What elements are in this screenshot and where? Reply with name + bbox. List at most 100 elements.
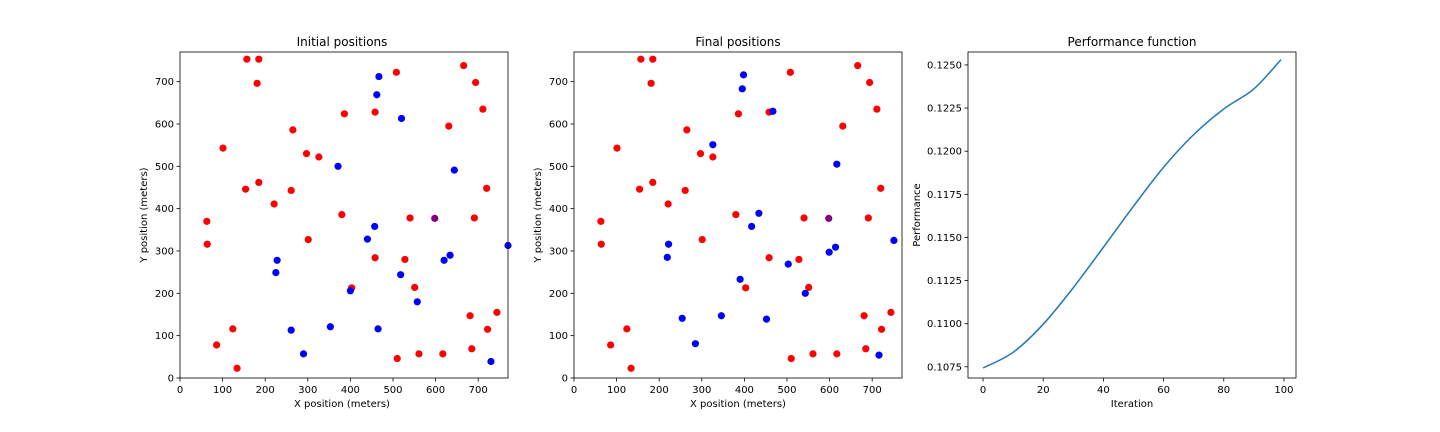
blue-point (833, 160, 841, 168)
x-tick-label: 40 (1097, 385, 1110, 396)
x-tick-label: 200 (256, 385, 275, 396)
y-tick-label: 700 (155, 77, 174, 88)
red-point (623, 325, 631, 333)
y-tick-label: 0.1075 (927, 362, 962, 373)
ticks-group: 0 20 40 60 80 100 0.1075 0.1100 0.1125 0.1150 0.11… (927, 60, 1294, 396)
red-point (203, 217, 211, 225)
blue-point (755, 209, 763, 217)
red-point (607, 341, 615, 349)
red-point (213, 341, 221, 349)
red-point (734, 110, 743, 118)
red-point (229, 325, 237, 333)
blue-point (739, 71, 748, 79)
red-point (800, 214, 808, 222)
x-tick-label: 700 (469, 385, 488, 396)
red-point (696, 150, 705, 158)
blue-point (273, 256, 281, 264)
red-point (765, 254, 773, 262)
red-point (338, 210, 346, 219)
x-axis-label: X position (meters) (690, 399, 786, 410)
red-point (698, 235, 706, 244)
red-point (597, 217, 605, 225)
red-point (219, 144, 227, 152)
red-point (315, 153, 323, 161)
panel-title: Final positions (695, 35, 780, 49)
red-point (786, 68, 794, 76)
x-tick-label: 60 (1157, 385, 1170, 396)
red-point (415, 350, 423, 358)
blue-point (287, 326, 295, 334)
red-point (287, 186, 295, 195)
blue-point (678, 314, 686, 322)
red-point (839, 122, 847, 130)
panel-final-positions: Final positions X position (meters) Y po… (533, 35, 903, 410)
y-tick-label: 200 (155, 289, 174, 300)
red-point (483, 325, 492, 333)
blue-point (397, 114, 406, 123)
blue-point (299, 350, 308, 358)
blue-point (801, 289, 809, 297)
red-point (613, 144, 621, 152)
axes-frame (967, 51, 1297, 379)
blue-point (736, 275, 744, 283)
x-tick-label: 80 (1217, 385, 1230, 396)
red-point (466, 312, 474, 320)
red-point (401, 255, 409, 264)
blue-point (890, 236, 898, 245)
red-point (483, 184, 491, 192)
y-tick-label: 400 (549, 204, 568, 215)
blue-point (373, 91, 381, 99)
red-point (873, 105, 881, 113)
blue-point (413, 298, 421, 306)
blue-point (363, 235, 372, 243)
y-tick-label: 500 (549, 162, 568, 173)
red-point (877, 325, 886, 333)
blue-point (663, 253, 671, 261)
y-tick-label: 0.1125 (927, 276, 962, 287)
x-tick-label: 200 (650, 385, 669, 396)
red-point (493, 308, 501, 316)
blue-point (831, 243, 840, 251)
red-point (647, 79, 655, 87)
x-tick-label: 500 (777, 385, 796, 396)
blue-point (397, 271, 405, 279)
y-tick-label: 0.1225 (927, 104, 962, 115)
red-point (393, 354, 401, 363)
blue-point (762, 315, 771, 323)
red-point (255, 55, 263, 63)
blue-point (374, 325, 382, 333)
red-point (809, 350, 817, 358)
blue-point (440, 256, 448, 264)
red-point (270, 200, 278, 208)
purple-point (825, 214, 833, 222)
red-point (233, 364, 241, 372)
red-point (864, 214, 872, 222)
marks-group (203, 55, 512, 372)
y-tick-label: 100 (549, 331, 568, 342)
x-tick-label: 400 (735, 385, 754, 396)
red-point (411, 283, 419, 291)
red-point (392, 68, 400, 76)
y-tick-label: 0.1250 (927, 60, 962, 71)
red-point (664, 200, 672, 208)
blue-point (272, 268, 280, 277)
marks-group (597, 55, 898, 372)
blue-point (487, 357, 495, 366)
y-tick-label: 700 (549, 77, 568, 88)
red-point (289, 126, 297, 134)
red-point (649, 178, 657, 186)
red-point (470, 214, 478, 222)
red-point (371, 108, 379, 116)
panel-initial-positions: Initial positions X position (meters) Y … (139, 35, 512, 410)
red-point (795, 255, 803, 264)
ticks-group: 0 100 200 300 400 500 600 700 0 100 200 300 400 500 60… (155, 77, 488, 396)
y-tick-label: 600 (155, 119, 174, 130)
red-point (887, 308, 895, 316)
red-point (787, 354, 795, 363)
red-point (439, 350, 447, 358)
red-point (468, 345, 476, 353)
red-point (445, 122, 453, 130)
red-point (304, 235, 312, 244)
red-point (709, 153, 717, 161)
